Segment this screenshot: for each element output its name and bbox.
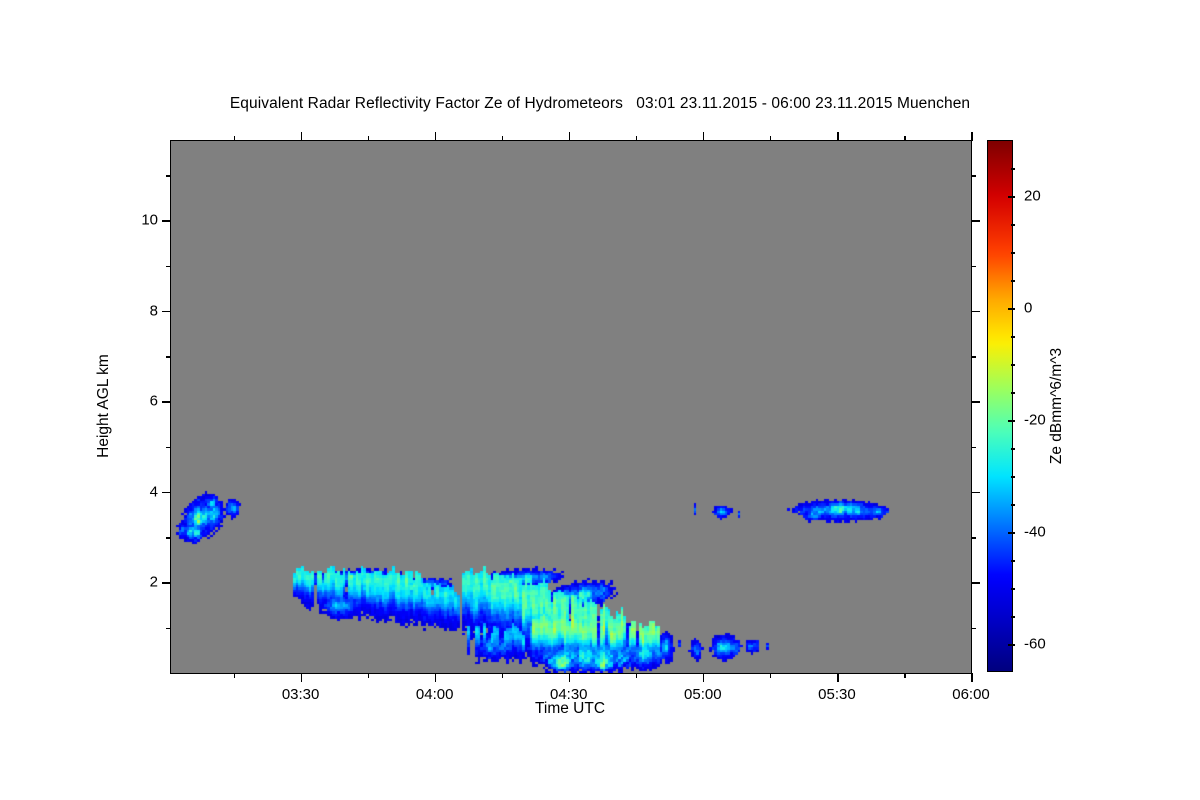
x-axis-title: Time UTC — [534, 700, 606, 717]
y-tick-minor — [166, 265, 171, 268]
x-tick-major — [971, 673, 973, 682]
x-tick-minor — [635, 673, 638, 678]
y-tick-minor — [971, 265, 976, 268]
colorbar-tick-minor — [1010, 448, 1015, 450]
x-tick-minor — [233, 136, 236, 141]
y-tick-minor — [166, 356, 171, 358]
x-tick-major — [300, 673, 303, 682]
x-tick-minor — [367, 136, 370, 141]
x-tick-minor — [635, 136, 638, 141]
x-tick-major — [836, 673, 839, 682]
y-tick-label: 4 — [149, 483, 158, 501]
colorbar: 20 0 -20 -40 -60 — [987, 140, 1046, 672]
y-tick-minor — [971, 174, 976, 177]
x-tick-major — [434, 673, 437, 682]
x-tick-minor — [501, 673, 504, 678]
x-tick-major — [702, 132, 705, 141]
colorbar-tick-minor — [1010, 476, 1015, 478]
x-tick-major — [836, 132, 839, 141]
colorbar-tick-minor — [1010, 644, 1015, 646]
figure-title: Equivalent Radar Reflectivity Factor Ze … — [229, 95, 971, 112]
colorbar-tick-major — [1007, 196, 1015, 198]
colorbar-tick-minor — [1010, 280, 1015, 282]
x-tick-major — [568, 673, 571, 682]
x-tick-minor — [769, 136, 772, 141]
x-tick-label: 04:30 — [549, 686, 588, 703]
y-tick-minor — [971, 537, 976, 539]
colorbar-tick-minor — [1010, 336, 1015, 338]
x-tick-major — [971, 132, 973, 141]
colorbar-title: Ze dBmm^6/m^3 — [1048, 347, 1065, 465]
colorbar-tick-label: -60 — [1024, 635, 1046, 653]
x-tick-label: 06:00 — [952, 686, 990, 703]
x-tick-minor — [769, 673, 772, 678]
y-tick-minor — [166, 174, 171, 177]
y-tick-major — [162, 491, 171, 494]
y-tick-minor — [166, 537, 171, 539]
colorbar-tick-major — [1007, 420, 1015, 422]
colorbar-tick-major — [1007, 532, 1015, 534]
reflectivity-heatmap — [171, 141, 971, 673]
colorbar-tick-label: 0 — [1024, 299, 1033, 317]
colorbar-tick-minor — [1010, 616, 1015, 618]
y-tick-major — [162, 401, 171, 403]
colorbar-tick-minor — [1010, 224, 1015, 226]
y-tick-label: 10 — [141, 211, 158, 229]
y-tick-major — [162, 220, 171, 222]
x-tick-minor — [903, 673, 906, 678]
y-tick-minor — [166, 446, 171, 449]
x-tick-minor — [501, 136, 504, 141]
colorbar-tick-minor — [1010, 168, 1015, 170]
colorbar-tick-major — [1007, 308, 1015, 310]
colorbar-tick-label: 20 — [1024, 187, 1041, 205]
plot-clip — [171, 141, 971, 673]
y-tick-minor — [971, 356, 976, 358]
x-tick-minor — [903, 136, 906, 141]
colorbar-tick-label: -20 — [1024, 411, 1046, 429]
x-tick-label: 04:00 — [415, 686, 454, 703]
y-tick-minor — [166, 627, 171, 630]
x-tick-major — [702, 673, 705, 682]
y-axis-title: Height AGL km — [95, 354, 112, 458]
y-tick-major — [162, 582, 171, 585]
y-tick-label: 8 — [149, 302, 158, 320]
x-tick-label: 05:30 — [818, 686, 856, 703]
y-tick-major — [971, 491, 980, 494]
colorbar-tick-minor — [1010, 560, 1015, 562]
x-tick-minor — [233, 673, 236, 678]
y-tick-minor — [971, 627, 976, 630]
x-tick-major — [434, 132, 437, 141]
y-tick-major — [971, 582, 980, 585]
x-tick-label: 05:00 — [684, 686, 722, 703]
colorbar-tick-minor — [1010, 504, 1015, 506]
colorbar-tick-minor — [1010, 588, 1015, 590]
x-tick-label: 03:30 — [281, 686, 320, 703]
x-tick-major — [300, 132, 303, 141]
y-tick-label: 6 — [149, 392, 158, 410]
y-tick-minor — [971, 446, 976, 449]
colorbar-tick-minor — [1010, 252, 1015, 254]
colorbar-tick-label: -40 — [1024, 523, 1046, 541]
x-tick-major — [568, 132, 571, 141]
y-tick-major — [971, 401, 980, 403]
x-tick-minor — [367, 673, 370, 678]
colorbar-gradient — [987, 140, 1013, 672]
y-tick-major — [971, 310, 980, 313]
y-tick-label: 2 — [149, 573, 158, 591]
plot-area: 2 4 6 8 10 03:30 04:00 04:30 05:00 05:30 06:00 — [141, 132, 990, 703]
colorbar-tick-minor — [1010, 364, 1015, 366]
y-tick-major — [971, 220, 980, 222]
colorbar-tick-minor — [1010, 392, 1015, 394]
y-tick-major — [162, 310, 171, 313]
